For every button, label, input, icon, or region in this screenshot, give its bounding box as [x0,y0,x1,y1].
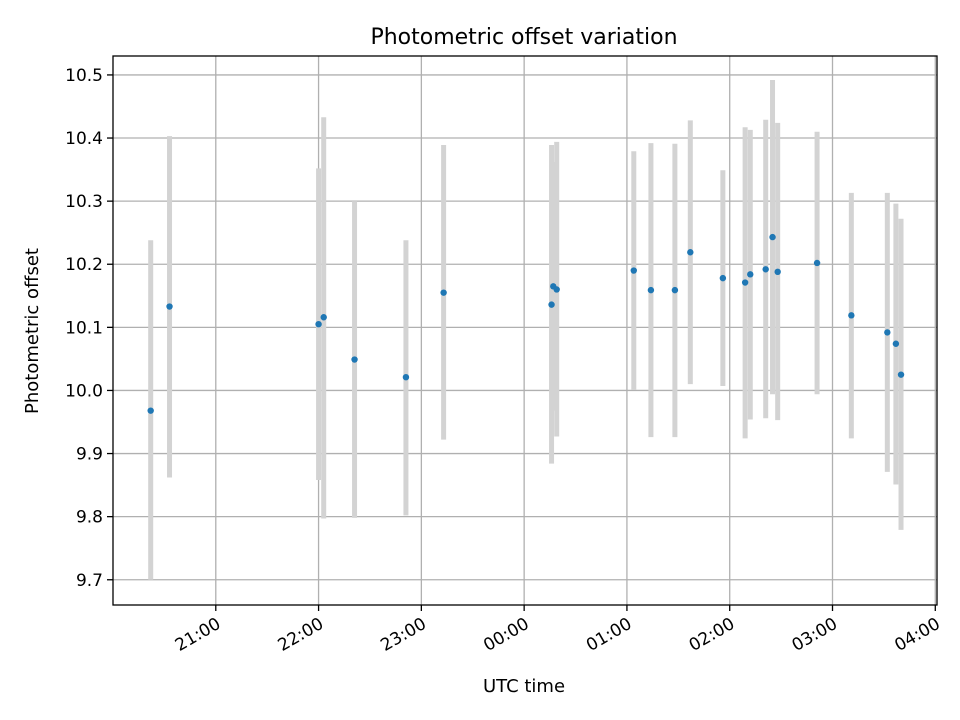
y-axis-label: Photometric offset [22,248,43,414]
x-tick-label: 21:00 [172,614,224,656]
data-point [848,312,855,319]
error-bars [148,79,904,580]
data-points [147,233,905,414]
data-point [813,259,821,267]
data-point [897,371,905,378]
data-point [553,286,560,293]
data-point [647,286,655,294]
y-tick-label: 10.2 [65,255,103,275]
data-point [884,329,891,336]
data-point [315,320,322,328]
data-point [741,279,749,286]
data-point [762,266,769,273]
data-point [747,271,754,278]
x-tick-label: 01:00 [583,614,635,656]
y-tick-label: 10.0 [65,381,103,401]
data-point [166,303,173,310]
y-tick-label: 10.1 [65,318,103,338]
x-tick-label: 23:00 [377,614,429,656]
x-tick-label: 00:00 [480,614,532,656]
x-tick-label: 03:00 [789,614,841,656]
y-tick-label: 10.5 [65,66,103,86]
data-point [351,356,358,363]
data-point [147,407,154,414]
y-tick-label: 9.8 [76,508,103,528]
x-tick-label: 02:00 [686,614,738,656]
data-point [719,274,727,282]
y-axis-ticks: 9.7 9.8 9.9 10.0 10.1 10.2 10.3 10.4 10.5 [65,66,113,591]
y-tick-label: 9.7 [76,571,103,591]
data-point [671,286,679,294]
x-tick-label: 22:00 [275,614,327,656]
grid [113,56,937,605]
data-point [892,340,900,347]
x-tick-label: 04:00 [891,614,943,656]
y-tick-label: 9.9 [76,445,103,465]
plot-frame [112,55,938,606]
data-point [548,301,555,308]
x-axis-ticks: 21:00 22:00 23:00 00:00 01:00 02:00 03:00 04:00 [172,605,944,656]
data-point [320,314,327,321]
data-point [630,267,637,274]
chart-title: Photometric offset variation [370,25,677,50]
data-point [769,233,776,241]
data-point [687,249,694,256]
data-point [440,289,447,296]
y-tick-label: 10.3 [65,192,103,212]
y-tick-label: 10.4 [65,129,103,149]
x-axis-label: UTC time [483,676,565,697]
data-point [402,373,410,381]
data-point [774,268,781,276]
